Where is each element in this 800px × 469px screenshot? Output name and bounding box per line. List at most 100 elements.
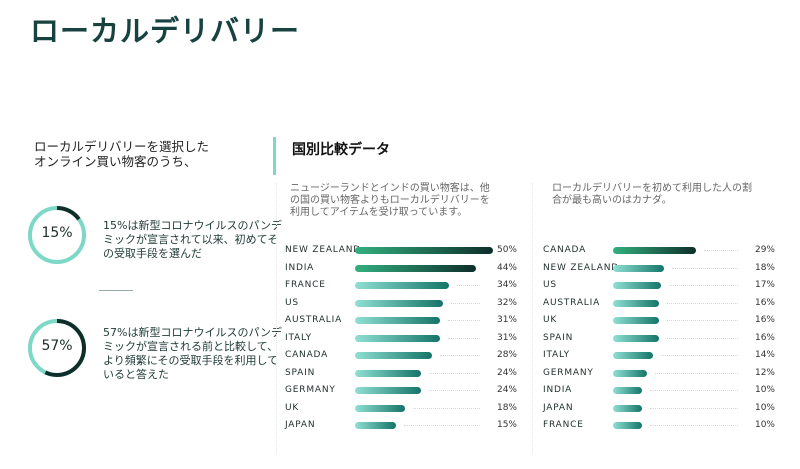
chart-row: ITALY 14% xyxy=(543,348,793,365)
country-label: SPAIN xyxy=(543,332,574,343)
leader-line xyxy=(451,302,480,304)
leader-line xyxy=(666,320,738,321)
chart-row: UK 18% xyxy=(285,401,535,418)
leader-line xyxy=(666,302,738,304)
bar xyxy=(355,404,405,412)
bar xyxy=(613,334,659,342)
page-title: ローカルデリバリー xyxy=(30,14,301,48)
divider xyxy=(276,183,277,453)
value-label: 32% xyxy=(496,297,517,308)
ring-value xyxy=(28,206,86,264)
bar xyxy=(355,352,432,359)
stat-description: 15%は新型コロナウイルスのパンデミックが宣言されて以来、初めてその受取手段を選… xyxy=(103,219,282,260)
bar xyxy=(355,264,476,272)
leader-line xyxy=(666,337,738,339)
leader-line xyxy=(412,407,480,409)
leader-line xyxy=(440,355,480,356)
leader-line xyxy=(649,407,738,409)
country-label: FRANCE xyxy=(285,280,326,290)
chart-row: NEW ZEALAND 18% xyxy=(543,261,793,278)
intro-text: ローカルデリバリーを選択した オンライン買い物客のうち、 xyxy=(34,139,210,169)
leader-line xyxy=(655,372,738,374)
value-label: 15% xyxy=(496,420,517,430)
value-label: 31% xyxy=(496,332,517,343)
chart-row: CANADA 28% xyxy=(285,348,535,365)
bar xyxy=(613,422,642,429)
value-label: 18% xyxy=(496,402,517,413)
chart-row: US 17% xyxy=(543,278,793,295)
leader-line xyxy=(404,425,480,426)
bar xyxy=(355,387,421,394)
country-label: CANADA xyxy=(543,245,587,255)
bar xyxy=(355,334,441,342)
chart-row: UK 16% xyxy=(543,313,793,330)
bar xyxy=(613,369,648,377)
leader-line xyxy=(649,425,738,426)
chart-row: FRANCE 10% xyxy=(543,418,793,435)
country-label: UK xyxy=(285,402,300,413)
bar xyxy=(355,369,421,377)
country-label: US xyxy=(543,280,557,290)
bar xyxy=(355,299,443,307)
value-label: 16% xyxy=(754,332,775,343)
chart-row: INDIA 10% xyxy=(543,383,793,400)
chart-row: AUSTRALIA 31% xyxy=(285,313,535,330)
country-label: AUSTRALIA xyxy=(543,297,601,308)
country-label: JAPAN xyxy=(285,420,316,430)
bar xyxy=(355,247,493,254)
value-label: 12% xyxy=(754,367,775,378)
leader-line xyxy=(448,320,480,321)
chart-row: ITALY 31% xyxy=(285,331,535,348)
value-label: 17% xyxy=(754,280,775,290)
divider xyxy=(532,183,533,453)
value-label: 34% xyxy=(496,280,517,290)
donut-ring xyxy=(28,319,86,377)
bar xyxy=(355,282,449,289)
chart-row: GERMANY 12% xyxy=(543,366,793,383)
value-label: 16% xyxy=(754,297,775,308)
chart-row: SPAIN 24% xyxy=(285,366,535,383)
value-label: 10% xyxy=(754,420,775,430)
chart-row: JAPAN 15% xyxy=(285,418,535,435)
stat-percent: 57% xyxy=(41,338,73,354)
chart-note: ニュージーランドとインドの買い物客は、他の国の買い物客よりもローカルデリバリーを… xyxy=(290,183,490,218)
stat-percent: 15% xyxy=(41,225,73,241)
leader-line xyxy=(660,355,738,356)
leader-line xyxy=(649,390,738,391)
country-label: INDIA xyxy=(285,262,315,273)
bar xyxy=(613,387,642,394)
stat-more-often: 57% 57%は新型コロナウイルスのパンデミックが宣言される前と比較して、より頻… xyxy=(27,318,282,381)
value-label: 28% xyxy=(496,350,517,360)
country-label: NEW ZEALAND xyxy=(285,245,362,255)
value-label: 31% xyxy=(496,315,517,325)
chart-row: SPAIN 16% xyxy=(543,331,793,348)
country-label: US xyxy=(285,297,299,308)
bar xyxy=(613,282,662,289)
value-label: 18% xyxy=(754,262,775,273)
country-label: ITALY xyxy=(543,350,570,360)
bar xyxy=(613,299,659,307)
bar xyxy=(613,317,659,324)
value-label: 29% xyxy=(754,245,775,255)
country-label: CANADA xyxy=(285,350,329,360)
value-label: 44% xyxy=(496,262,517,273)
ring-value xyxy=(28,319,86,377)
leader-line xyxy=(429,390,480,391)
chart-row: CANADA 29% xyxy=(543,243,793,260)
value-label: 10% xyxy=(754,385,775,395)
country-label: FRANCE xyxy=(543,420,584,430)
bar xyxy=(613,264,665,272)
country-label: JAPAN xyxy=(543,402,574,413)
value-label: 24% xyxy=(496,385,517,395)
leader-line xyxy=(703,250,738,251)
country-label: ITALY xyxy=(285,332,312,343)
country-label: GERMANY xyxy=(543,367,594,378)
chart-row: FRANCE 34% xyxy=(285,278,535,295)
chart-row: GERMANY 24% xyxy=(285,383,535,400)
country-label: AUSTRALIA xyxy=(285,315,343,325)
country-label: INDIA xyxy=(543,385,573,395)
value-label: 10% xyxy=(754,402,775,413)
country-label: GERMANY xyxy=(285,385,336,395)
country-label: NEW ZEALAND xyxy=(543,262,620,273)
bar xyxy=(355,422,397,429)
